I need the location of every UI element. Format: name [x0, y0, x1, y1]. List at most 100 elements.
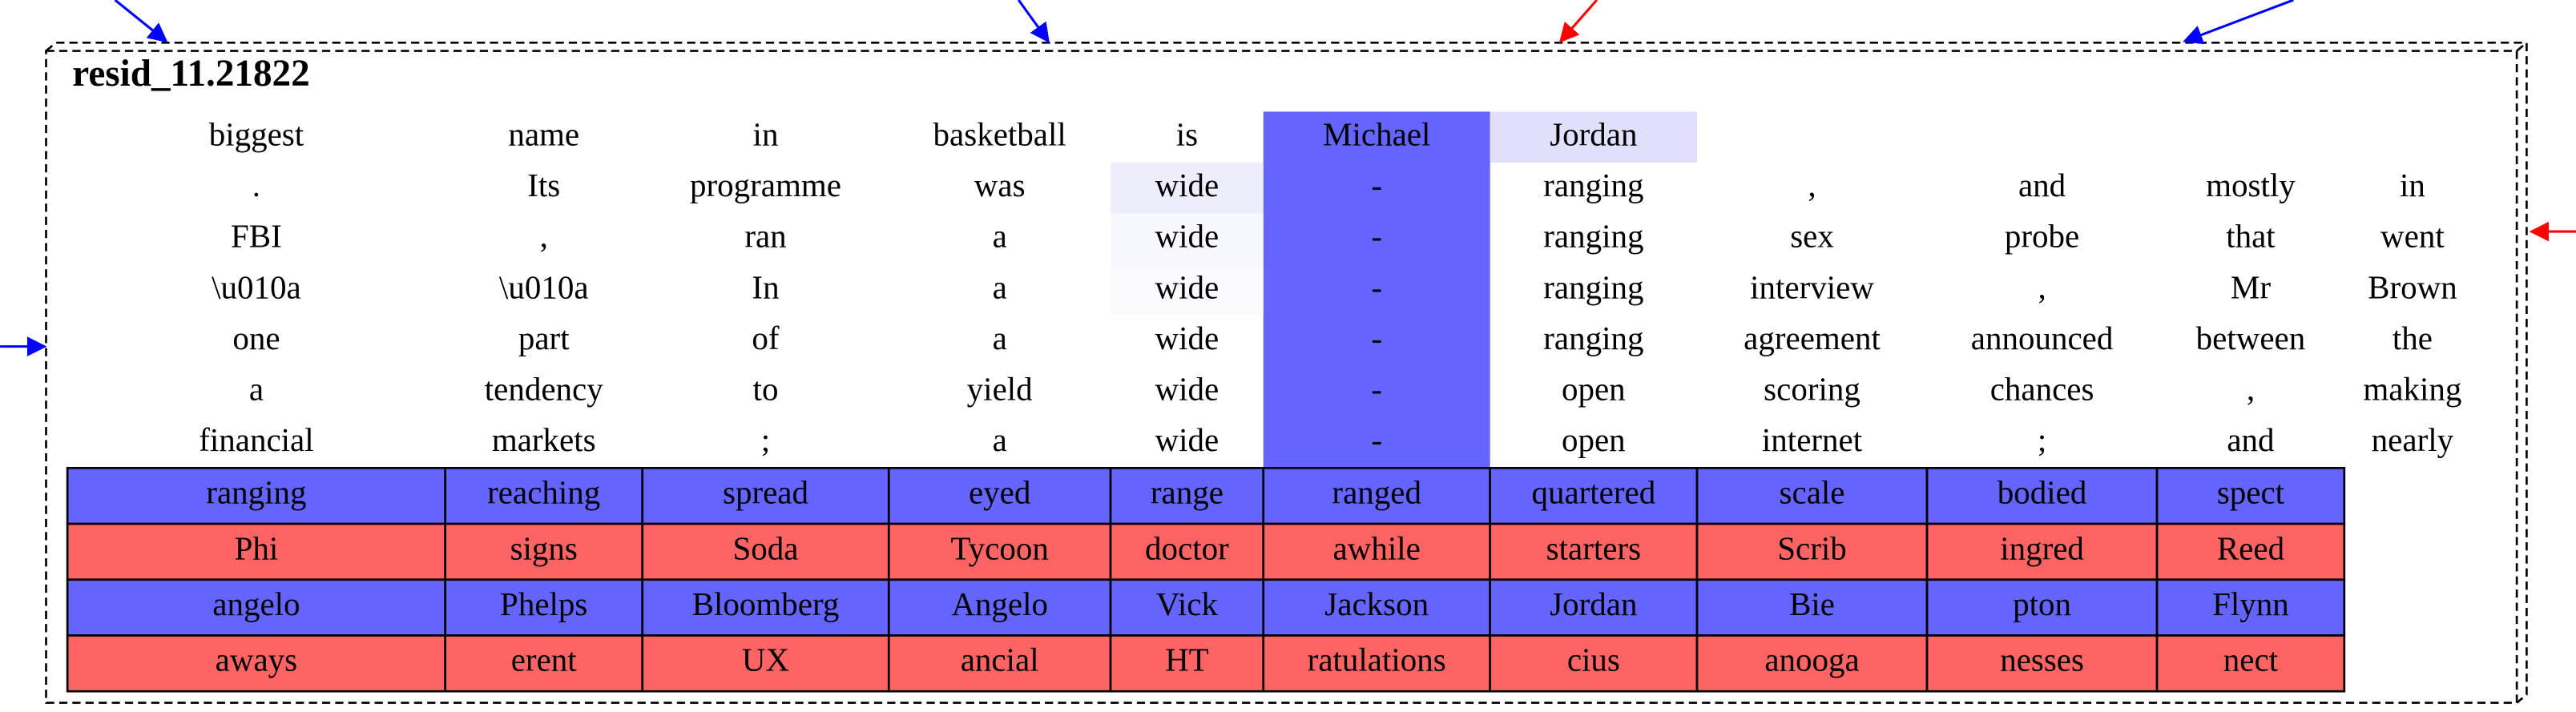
context-token: markets [492, 421, 596, 458]
context-token: , [2038, 268, 2046, 305]
token-cell [887, 522, 1112, 581]
token-text: pton [2013, 585, 2071, 622]
frame [45, 41, 2528, 704]
token-cell [1489, 578, 1699, 637]
token-text: ranged [1332, 474, 1421, 511]
context-token: . [252, 167, 260, 203]
context-token: a [993, 320, 1007, 356]
context-token: Its [527, 167, 560, 203]
context-token: , [1808, 167, 1816, 203]
context-token: - [1371, 320, 1382, 356]
context-token: scoring [1764, 370, 1860, 407]
context-token: wide [1155, 370, 1219, 407]
token-text: Soda [733, 529, 799, 566]
context-token: part [518, 320, 570, 356]
title: resid_11.21822 [72, 53, 309, 95]
context-token: one [232, 320, 280, 356]
context-token: name [508, 116, 579, 153]
token-cell [1925, 578, 2159, 637]
context-token: making [2363, 370, 2461, 407]
token-text: Vick [1156, 585, 1219, 622]
context-token: and [2018, 167, 2066, 203]
token-cell [1109, 578, 1265, 637]
context-token: agreement [1744, 320, 1881, 356]
context-token: open [1562, 370, 1626, 407]
token-cell [444, 578, 644, 637]
token-cell [1109, 634, 1265, 693]
token-text: Jordan [1550, 585, 1637, 622]
context-token: - [1371, 167, 1382, 203]
context-token: ranging [1543, 218, 1643, 255]
token-text: Jackson [1324, 585, 1429, 622]
token-cell [1109, 466, 1265, 525]
context-token: tendency [485, 370, 603, 407]
context-token: ranging [1543, 268, 1643, 305]
token-text: awhile [1333, 529, 1421, 566]
context-token: interview [1750, 268, 1874, 305]
token-text: UX [742, 642, 789, 678]
context-token: Jordan [1550, 116, 1637, 153]
context-token: that [2226, 218, 2276, 255]
context-token: of [752, 320, 780, 356]
context-token: - [1371, 370, 1382, 407]
context-token: biggest [209, 116, 304, 153]
context-token: ; [761, 421, 770, 458]
context-token: sex [1790, 218, 1834, 255]
token-cell [641, 634, 890, 693]
highlight [1490, 111, 1698, 163]
context-token: In [752, 268, 779, 305]
context-token: ranging [1543, 167, 1643, 203]
token-cell [66, 466, 447, 525]
context-token: wide [1155, 268, 1219, 305]
context-token: mostly [2206, 167, 2296, 203]
token-text: ancial [961, 642, 1039, 678]
context-token: - [1371, 268, 1382, 305]
context-token: wide [1155, 421, 1219, 458]
arrows [0, 0, 2576, 356]
context-token: financial [199, 421, 313, 458]
token-cell [1695, 578, 1929, 637]
token-cell [1925, 522, 2159, 581]
token-text: HT [1165, 642, 1209, 678]
context-token: a [993, 268, 1007, 305]
highlight [1263, 111, 1490, 469]
token-cell [641, 522, 890, 581]
context-token: - [1371, 218, 1382, 255]
context-token: between [2196, 320, 2306, 356]
token-cell [641, 578, 890, 637]
context-token: ranging [1543, 320, 1643, 356]
context-token: and [2227, 421, 2274, 458]
context-token: - [1371, 421, 1382, 458]
token-text: Tycoon [950, 529, 1048, 566]
context-token: wide [1155, 167, 1219, 203]
context-token: announced [1971, 320, 2114, 356]
context-token: FBI [231, 218, 282, 255]
token-text: nect [2223, 642, 2279, 678]
token-cell [2155, 634, 2346, 693]
highlight [1111, 213, 1264, 265]
highlight [1111, 264, 1264, 316]
context-token: probe [2005, 218, 2079, 255]
context-token: ran [744, 218, 786, 255]
token-cell [66, 634, 447, 693]
token-text: Bloomberg [692, 585, 840, 622]
token-text: starters [1546, 529, 1641, 566]
token-cell [2155, 522, 2346, 581]
token-cell [66, 578, 447, 637]
token-cell [1925, 466, 2159, 525]
context-token: chances [1990, 370, 2094, 407]
context-token: \u010a [212, 268, 301, 305]
token-text: Reed [2217, 529, 2284, 566]
context-token: , [2247, 370, 2255, 407]
context-token: was [974, 167, 1026, 203]
token-cell [444, 634, 644, 693]
token-text: Angelo [951, 585, 1048, 622]
context-token: went [2380, 218, 2445, 255]
token-text: scale [1780, 474, 1845, 511]
token-text: spect [2217, 474, 2285, 511]
context-token: a [993, 218, 1007, 255]
token-text: doctor [1145, 529, 1229, 566]
token-text: Phelps [500, 585, 587, 622]
